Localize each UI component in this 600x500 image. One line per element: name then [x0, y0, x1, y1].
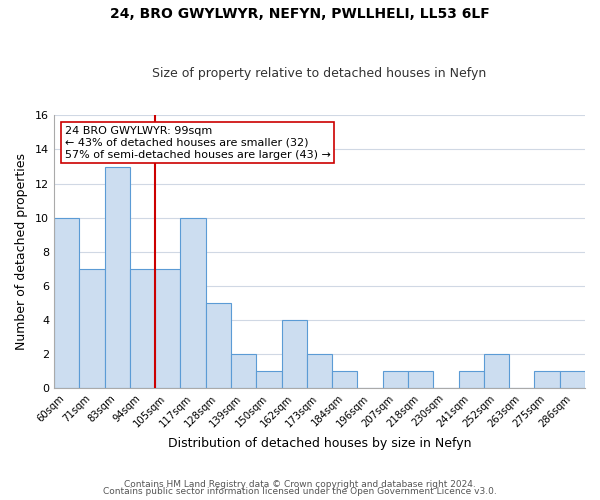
Bar	[104, 166, 130, 388]
Bar	[281, 320, 307, 388]
Bar	[231, 354, 256, 388]
Bar	[155, 269, 181, 388]
Bar	[256, 371, 281, 388]
Bar	[54, 218, 79, 388]
Bar	[484, 354, 509, 388]
Text: Contains public sector information licensed under the Open Government Licence v3: Contains public sector information licen…	[103, 488, 497, 496]
Bar	[332, 371, 358, 388]
Bar	[181, 218, 206, 388]
X-axis label: Distribution of detached houses by size in Nefyn: Distribution of detached houses by size …	[168, 437, 471, 450]
Text: Contains HM Land Registry data © Crown copyright and database right 2024.: Contains HM Land Registry data © Crown c…	[124, 480, 476, 489]
Bar	[206, 303, 231, 388]
Text: 24, BRO GWYLWYR, NEFYN, PWLLHELI, LL53 6LF: 24, BRO GWYLWYR, NEFYN, PWLLHELI, LL53 6…	[110, 8, 490, 22]
Bar	[79, 269, 104, 388]
Bar	[383, 371, 408, 388]
Y-axis label: Number of detached properties: Number of detached properties	[15, 154, 28, 350]
Bar	[560, 371, 585, 388]
Bar	[408, 371, 433, 388]
Text: 24 BRO GWYLWYR: 99sqm
← 43% of detached houses are smaller (32)
57% of semi-deta: 24 BRO GWYLWYR: 99sqm ← 43% of detached …	[65, 126, 331, 160]
Bar	[130, 269, 155, 388]
Bar	[458, 371, 484, 388]
Bar	[535, 371, 560, 388]
Bar	[307, 354, 332, 388]
Title: Size of property relative to detached houses in Nefyn: Size of property relative to detached ho…	[152, 66, 487, 80]
